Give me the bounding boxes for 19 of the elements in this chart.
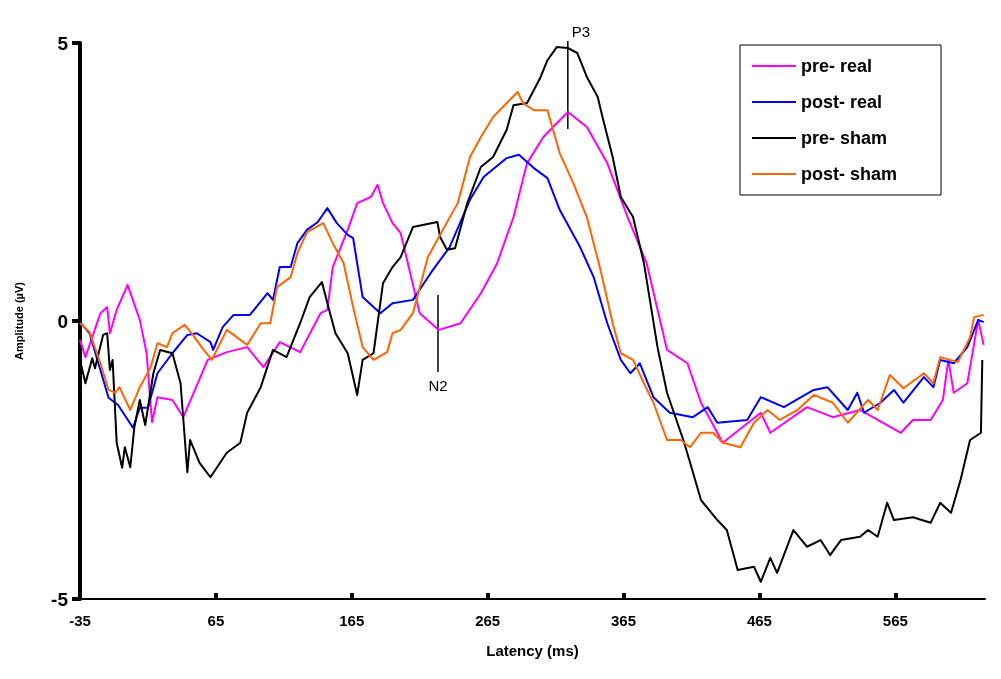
x-tick-label: 65	[207, 612, 225, 629]
x-tick-label: -35	[69, 612, 91, 629]
line-series	[79, 153, 985, 429]
legend-label: post- real	[800, 92, 883, 112]
annotation: N2	[428, 377, 448, 394]
y-tick-label: 5	[57, 32, 69, 54]
x-tick-label: 565	[882, 612, 908, 629]
annotation: P3	[571, 23, 591, 40]
x-tick-label: 465	[746, 612, 772, 629]
legend-label: pre- real	[800, 56, 873, 76]
y-tick-label: 0	[57, 310, 68, 332]
x-tick-label: 365	[611, 612, 637, 629]
y-axis-title: Amplitude (µV)	[12, 281, 25, 360]
x-axis-title: Latency (ms)	[486, 642, 579, 659]
y-tick-label: -5	[51, 588, 69, 610]
legend-label: pre- sham	[800, 128, 888, 148]
x-tick-label: 265	[475, 612, 501, 629]
legend-label: post- sham	[800, 164, 897, 184]
x-tick-label: 165	[339, 612, 365, 629]
